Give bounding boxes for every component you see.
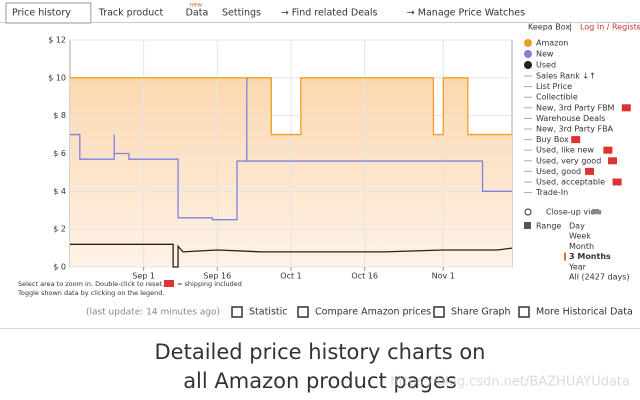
note: Toggle shown data by clicking on the leg… xyxy=(17,289,164,297)
legend-option[interactable]: Used, acceptable xyxy=(536,178,605,187)
truck-icon xyxy=(164,280,174,287)
y-tick-label: $ 8 xyxy=(53,111,66,120)
tab[interactable]: Price history xyxy=(12,8,71,19)
legend-option[interactable]: Used, like new xyxy=(536,146,594,155)
legend-option[interactable]: New, 3rd Party FBM xyxy=(536,103,615,112)
tab[interactable]: Track product xyxy=(98,8,164,19)
truck-icon xyxy=(603,146,613,154)
x-tick-label: Oct 1 xyxy=(280,272,301,281)
tab-badge: new xyxy=(190,2,202,9)
legend-option[interactable]: Collectible xyxy=(536,93,578,102)
truck-icon xyxy=(571,136,581,144)
range-option[interactable]: All (2427 days) xyxy=(569,273,630,282)
legend-option[interactable]: Sales Rank ↓↑ xyxy=(536,72,596,81)
range-label: Range xyxy=(536,222,561,231)
series-line xyxy=(70,243,513,268)
toggle xyxy=(591,209,600,214)
range-option[interactable]: Week xyxy=(569,232,591,241)
legend-option[interactable]: Trade-In xyxy=(535,188,568,197)
footer-button[interactable]: Compare Amazon prices xyxy=(315,307,431,318)
legend-option[interactable]: Used, very good xyxy=(536,156,601,165)
range-marker xyxy=(564,252,566,261)
y-tick-label: $ 2 xyxy=(53,225,66,234)
caption: Detailed price history charts on xyxy=(155,340,486,364)
legend-option[interactable]: Warehouse Deals xyxy=(536,114,605,123)
watermark: https://blog.csdn.net/BAZHUAYUdata xyxy=(390,375,630,390)
x-tick-label: Oct 16 xyxy=(351,272,378,281)
y-tick-label: $ 4 xyxy=(53,187,66,196)
range-option[interactable]: Day xyxy=(569,222,585,231)
range-option[interactable]: Year xyxy=(568,262,587,271)
closeup-icon xyxy=(524,208,532,216)
truck-icon xyxy=(612,178,622,186)
note: = shipping included xyxy=(177,280,242,288)
y-tick-label: $ 10 xyxy=(48,73,66,82)
legend-label[interactable]: Amazon xyxy=(536,39,568,48)
range-option[interactable]: Month xyxy=(569,242,594,251)
footer-button[interactable]: More Historical Data xyxy=(536,307,633,318)
brand: Keepa Box xyxy=(528,23,570,32)
truck-icon xyxy=(621,104,631,112)
note: Select area to zoom in. Double-click to … xyxy=(18,280,164,288)
closeup-label[interactable]: Close-up view xyxy=(546,208,602,217)
tab[interactable]: → Find related Deals xyxy=(281,8,378,19)
legend-swatch xyxy=(524,61,532,69)
x-tick-label: Sep 16 xyxy=(203,272,231,281)
legend-label[interactable]: Used xyxy=(536,61,556,70)
caption: all Amazon product pages xyxy=(183,369,457,393)
calendar-icon xyxy=(524,222,531,229)
footer-button[interactable]: Share Graph xyxy=(451,307,511,318)
button-icon xyxy=(231,306,243,318)
x-tick-label: Nov 1 xyxy=(432,272,455,281)
button-icon xyxy=(433,306,445,318)
series-line xyxy=(70,77,512,221)
truck-icon xyxy=(585,167,594,175)
y-tick-label: $ 12 xyxy=(48,36,66,45)
y-tick-label: $ 6 xyxy=(53,149,66,158)
truck-icon xyxy=(608,157,617,165)
legend-option[interactable]: Buy Box xyxy=(536,135,569,144)
legend-swatch xyxy=(524,50,532,58)
tab[interactable]: → Manage Price Watches xyxy=(407,8,525,19)
legend-swatch xyxy=(524,39,532,47)
footer-button[interactable]: Statistic xyxy=(249,307,287,318)
button-icon xyxy=(518,306,530,318)
range-option[interactable]: 3 Months xyxy=(569,252,611,261)
y-tick-label: $ 0 xyxy=(53,263,66,272)
x-tick-label: Sep 1 xyxy=(132,272,155,281)
legend-label[interactable]: New xyxy=(536,50,554,59)
login[interactable]: Log In / Register xyxy=(580,23,640,32)
legend-option[interactable]: List Price xyxy=(536,82,572,91)
button-icon xyxy=(297,306,309,318)
legend-option[interactable]: Used, good xyxy=(536,167,581,176)
last-update: (last update: 14 minutes ago) xyxy=(86,308,220,318)
sep: | xyxy=(569,23,572,32)
tab[interactable]: Data xyxy=(186,8,209,19)
tab-active xyxy=(5,2,92,24)
series-line xyxy=(70,77,512,136)
tab[interactable]: Settings xyxy=(222,8,261,19)
legend-option[interactable]: New, 3rd Party FBA xyxy=(536,125,614,134)
